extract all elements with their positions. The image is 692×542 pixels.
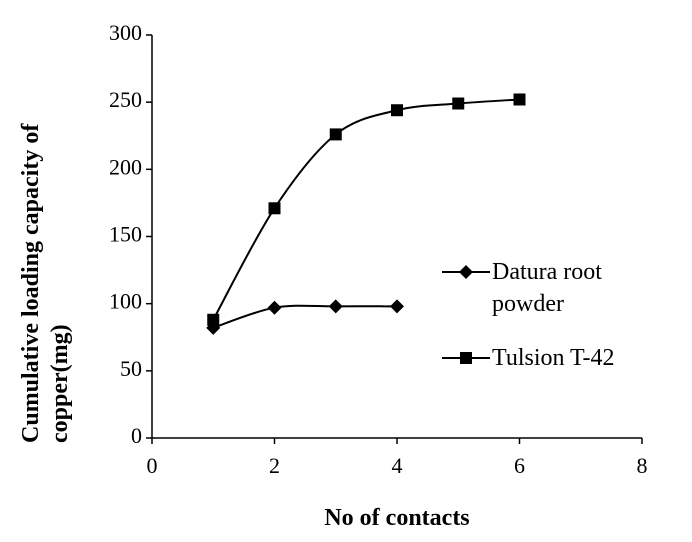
- x-tick-label: 4: [392, 453, 403, 478]
- legend-entry: Datura root powder: [440, 256, 642, 320]
- x-tick-label: 2: [269, 453, 280, 478]
- legend-label: Datura root powder: [492, 259, 602, 317]
- marker: [329, 128, 342, 141]
- marker: [460, 352, 472, 364]
- marker: [459, 265, 473, 279]
- legend-swatch: [442, 265, 490, 279]
- x-axis-title: No of contacts: [324, 505, 470, 531]
- marker: [328, 299, 343, 314]
- y-tick-label: 250: [109, 87, 142, 112]
- series-line: [212, 304, 398, 329]
- y-tick-label: 0: [131, 423, 142, 448]
- x-tick-label: 6: [514, 453, 525, 478]
- x-tick-label: 8: [637, 453, 648, 478]
- legend-swatch: [442, 352, 490, 364]
- marker: [267, 300, 282, 315]
- y-axis-title: Cumulative loading capacity of copper(mg…: [18, 123, 73, 443]
- marker: [452, 97, 465, 110]
- marker: [207, 313, 220, 326]
- marker: [390, 299, 404, 314]
- y-tick-label: 300: [109, 20, 142, 45]
- y-tick-label: 200: [109, 154, 142, 179]
- legend-entry: Tulsion T-42: [440, 342, 642, 374]
- y-tick-label: 150: [109, 222, 142, 247]
- marker: [268, 202, 281, 215]
- legend-label: Tulsion T-42: [492, 345, 615, 371]
- marker: [391, 104, 403, 117]
- x-tick-label: 0: [147, 453, 158, 478]
- y-tick-label: 50: [120, 356, 142, 381]
- marker: [513, 93, 526, 106]
- y-tick-label: 100: [109, 289, 142, 314]
- legend: Datura root powder Tulsion T-42: [440, 256, 642, 396]
